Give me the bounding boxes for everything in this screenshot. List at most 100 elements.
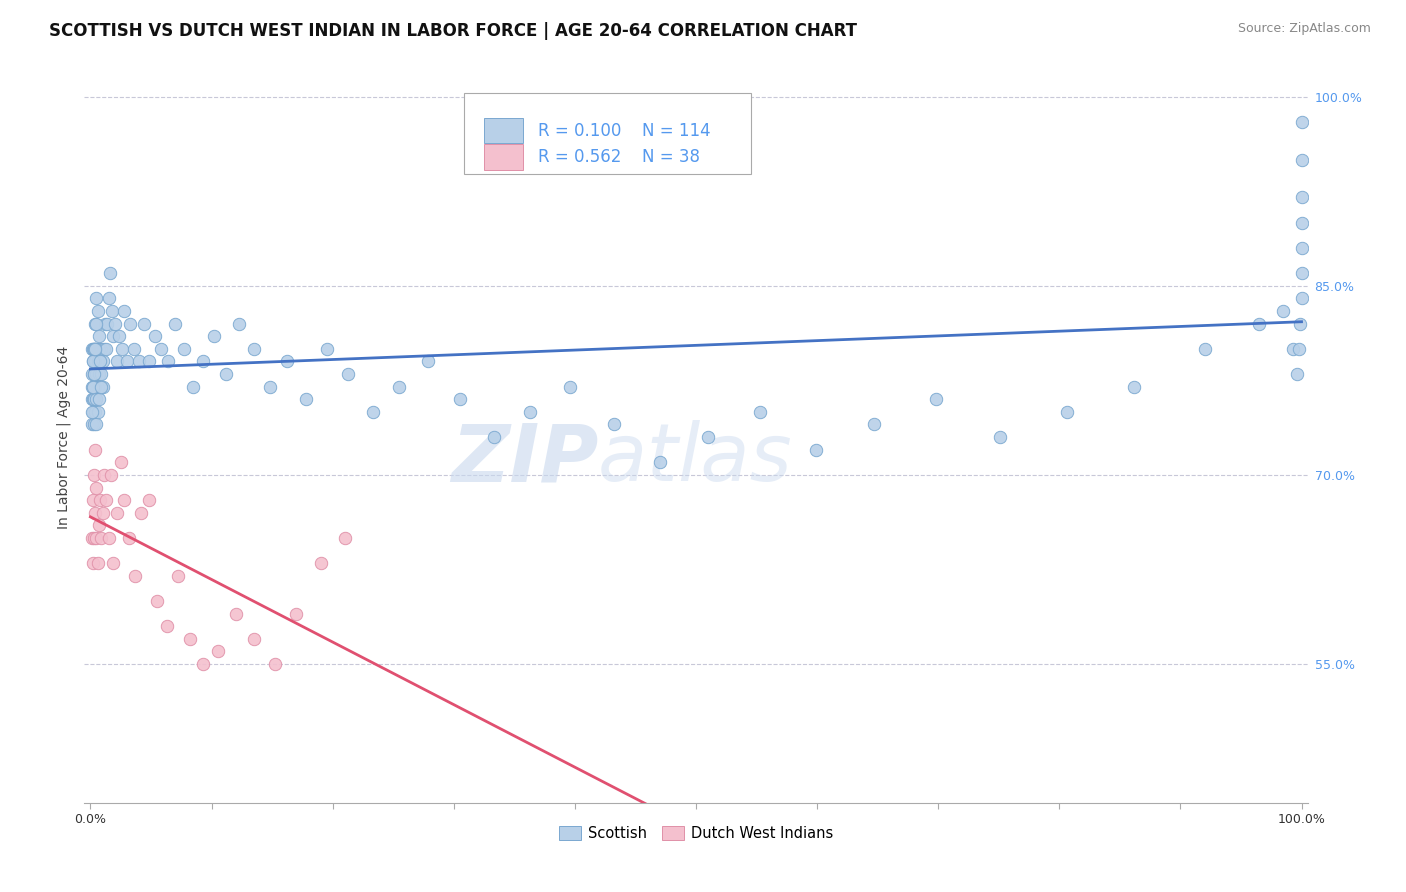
Point — [925, 392, 948, 407]
Point — [83, 467, 105, 482]
Point — [243, 342, 266, 356]
Point — [128, 354, 150, 368]
Point — [80, 405, 103, 419]
Point — [96, 317, 118, 331]
Text: ZIP: ZIP — [451, 420, 598, 498]
Point — [103, 556, 125, 570]
Point — [84, 442, 107, 457]
Point — [259, 379, 281, 393]
Point — [315, 342, 337, 356]
Point — [333, 531, 356, 545]
Point — [103, 329, 125, 343]
Point — [82, 379, 104, 393]
Point — [749, 405, 772, 419]
Point — [80, 379, 103, 393]
Point — [96, 493, 118, 508]
Point — [84, 342, 107, 356]
Point — [84, 317, 107, 331]
Point — [118, 531, 141, 545]
Point — [295, 392, 318, 407]
Point — [83, 342, 105, 356]
Point — [124, 569, 146, 583]
Point — [80, 367, 103, 381]
Point — [285, 607, 308, 621]
Point — [337, 367, 360, 381]
Point — [120, 317, 142, 331]
Point — [86, 354, 108, 368]
Point — [1285, 367, 1308, 381]
Point — [243, 632, 266, 646]
Point — [104, 317, 127, 331]
Text: SCOTTISH VS DUTCH WEST INDIAN IN LABOR FORCE | AGE 20-64 CORRELATION CHART: SCOTTISH VS DUTCH WEST INDIAN IN LABOR F… — [49, 22, 858, 40]
Point — [225, 607, 247, 621]
Point — [82, 354, 104, 368]
FancyBboxPatch shape — [484, 145, 523, 169]
FancyBboxPatch shape — [464, 94, 751, 174]
Point — [146, 594, 169, 608]
Point — [80, 342, 103, 356]
Point — [86, 531, 108, 545]
Point — [105, 506, 128, 520]
Point — [83, 367, 105, 381]
Text: R = 0.100: R = 0.100 — [538, 121, 621, 140]
Point — [83, 342, 105, 356]
Point — [82, 556, 104, 570]
Point — [1289, 317, 1312, 331]
Point — [519, 405, 541, 419]
Point — [202, 329, 225, 343]
Point — [418, 354, 440, 368]
Point — [90, 367, 112, 381]
Point — [90, 379, 112, 393]
Point — [93, 467, 115, 482]
Point — [97, 531, 120, 545]
Text: N = 38: N = 38 — [643, 148, 700, 166]
Point — [122, 342, 145, 356]
Point — [91, 506, 114, 520]
Point — [1291, 115, 1313, 129]
Point — [207, 644, 229, 658]
Point — [89, 379, 111, 393]
Y-axis label: In Labor Force | Age 20-64: In Labor Force | Age 20-64 — [56, 345, 72, 529]
Point — [82, 392, 104, 407]
Point — [112, 493, 135, 508]
Point — [388, 379, 411, 393]
Point — [84, 405, 107, 419]
Point — [156, 354, 179, 368]
Point — [84, 342, 107, 356]
Point — [98, 266, 121, 280]
FancyBboxPatch shape — [484, 118, 523, 144]
Text: Source: ZipAtlas.com: Source: ZipAtlas.com — [1237, 22, 1371, 36]
Point — [449, 392, 471, 407]
Point — [697, 430, 720, 444]
Point — [86, 392, 108, 407]
Point — [84, 506, 107, 520]
Point — [361, 405, 384, 419]
Point — [648, 455, 671, 469]
Point — [111, 342, 134, 356]
Point — [86, 417, 108, 432]
Point — [276, 354, 298, 368]
Point — [482, 430, 505, 444]
Point — [94, 317, 117, 331]
Point — [1288, 342, 1310, 356]
Point — [156, 619, 179, 633]
Point — [91, 379, 114, 393]
Point — [115, 354, 138, 368]
Point — [1291, 241, 1313, 255]
Point — [91, 354, 114, 368]
Point — [100, 467, 122, 482]
Point — [83, 417, 105, 432]
Point — [82, 342, 104, 356]
Point — [89, 354, 111, 368]
Point — [138, 493, 160, 508]
Point — [97, 291, 120, 305]
Point — [90, 342, 112, 356]
Point — [1272, 304, 1295, 318]
Point — [80, 531, 103, 545]
Point — [110, 455, 132, 469]
Point — [138, 354, 160, 368]
Point — [82, 354, 104, 368]
Point — [82, 493, 104, 508]
Point — [87, 329, 110, 343]
Point — [86, 342, 108, 356]
